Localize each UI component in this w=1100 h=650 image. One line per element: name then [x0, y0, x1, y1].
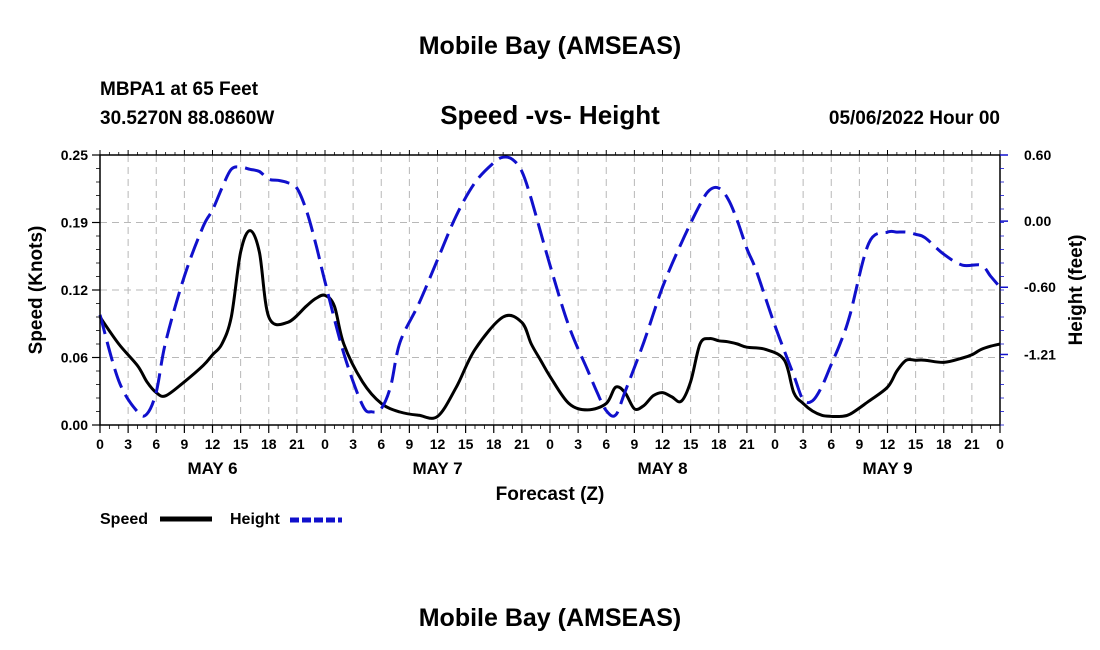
x-tick-label: 3	[349, 436, 357, 452]
x-tick-label: 3	[799, 436, 807, 452]
x-tick-label: 12	[880, 436, 896, 452]
x-tick-label: 21	[964, 436, 980, 452]
x-axis-label: Forecast (Z)	[496, 484, 605, 505]
x-tick-label: 0	[321, 436, 329, 452]
x-tick-label: 21	[739, 436, 755, 452]
x-tick-label: 18	[711, 436, 727, 452]
forecast-datetime: 05/06/2022 Hour 00	[829, 108, 1000, 129]
x-tick-label: 18	[261, 436, 277, 452]
x-tick-label: 3	[574, 436, 582, 452]
x-tick-label: 6	[827, 436, 835, 452]
x-tick-label: 3	[124, 436, 132, 452]
x-tick-label: 15	[908, 436, 924, 452]
x-tick-label: 15	[683, 436, 699, 452]
x-tick-label: 21	[514, 436, 530, 452]
y-tick-label: 0.19	[61, 215, 88, 231]
x-tick-label: 9	[405, 436, 413, 452]
x-tick-label: 0	[771, 436, 779, 452]
x-tick-label: 15	[233, 436, 249, 452]
x-tick-label: 0	[546, 436, 554, 452]
x-tick-label: 0	[996, 436, 1004, 452]
y2-tick-label: 0.00	[1024, 213, 1051, 229]
y2-tick-label: -0.60	[1024, 279, 1056, 295]
x-tick-label: 0	[96, 436, 104, 452]
bottom-repeated-title: Mobile Bay (AMSEAS)	[419, 604, 682, 632]
x-tick-label: 18	[486, 436, 502, 452]
x-tick-label: 6	[377, 436, 385, 452]
day-label: MAY 9	[862, 459, 912, 478]
x-tick-label: 12	[430, 436, 446, 452]
legend-label-height: Height	[230, 511, 280, 528]
day-label: MAY 7	[412, 459, 462, 478]
x-tick-label: 15	[458, 436, 474, 452]
x-tick-label: 6	[602, 436, 610, 452]
x-tick-label: 12	[205, 436, 221, 452]
series-line-speed	[98, 229, 1001, 420]
x-tick-label: 6	[152, 436, 160, 452]
station-coords: 30.5270N 88.0860W	[100, 108, 274, 129]
legend: Speed Height	[100, 511, 342, 528]
y-tick-label: 0.25	[61, 147, 88, 163]
x-tick-label: 9	[630, 436, 638, 452]
day-label: MAY 6	[187, 459, 237, 478]
x-tick-label: 18	[936, 436, 952, 452]
y-axis-label: Speed (Knots)	[26, 226, 47, 355]
y2-tick-label: 0.60	[1024, 147, 1051, 163]
y-tick-label: 0.00	[61, 417, 88, 433]
series-layer	[98, 155, 1002, 420]
chart-subtitle: Speed -vs- Height	[440, 100, 660, 130]
station-name: MBPA1 at 65 Feet	[100, 79, 259, 100]
legend-label-speed: Speed	[100, 511, 148, 528]
x-tick-label: 12	[655, 436, 671, 452]
axis-ticks: 0 3 6 9 12 15 18 21 0 3 6 9 12 15 18 21 0 3 6 9 12 15 18 21 0 3 6 9…	[61, 147, 1056, 478]
chart-main-title: Mobile Bay (AMSEAS)	[419, 32, 682, 60]
x-tick-label: 9	[855, 436, 863, 452]
y-tick-label: 0.12	[61, 282, 88, 298]
y2-tick-label: -1.21	[1024, 346, 1056, 362]
grid-lines	[100, 155, 1000, 425]
x-tick-label: 21	[289, 436, 305, 452]
series-line-height	[98, 155, 1002, 418]
x-tick-label: 9	[180, 436, 188, 452]
y2-axis-label: Height (feet)	[1066, 235, 1087, 346]
y-tick-label: 0.06	[61, 350, 88, 366]
day-label: MAY 8	[637, 459, 687, 478]
